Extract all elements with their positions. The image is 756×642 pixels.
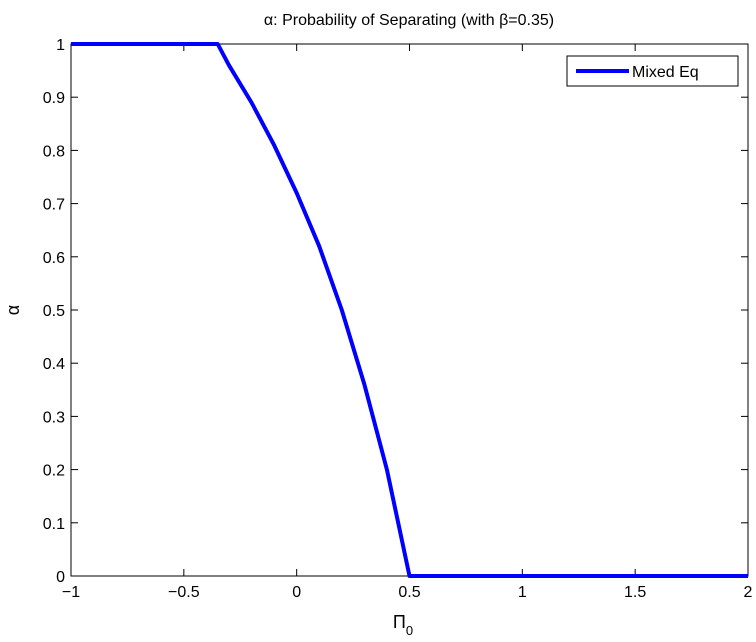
- y-tick-label: 0: [56, 569, 65, 586]
- y-tick-label: 1: [56, 37, 65, 54]
- x-tick-label: 0.5: [398, 584, 420, 601]
- y-axis-label: α: [3, 305, 23, 315]
- x-axis-label-main: Π: [393, 612, 406, 632]
- y-tick-label: 0.1: [43, 516, 65, 533]
- svg-text:α: α: [3, 305, 23, 315]
- y-tick-label: 0.6: [43, 250, 65, 267]
- plot-area: [70, 43, 749, 577]
- y-tick-label: 0.7: [43, 197, 65, 214]
- x-tick-label: −0.5: [168, 584, 200, 601]
- x-axis-label: Π0: [393, 612, 413, 637]
- legend-label: Mixed Eq: [632, 64, 699, 81]
- y-tick-label: 0.4: [43, 356, 65, 373]
- x-axis-label-subscript: 0: [406, 623, 413, 637]
- x-tick-label: −1: [62, 584, 80, 601]
- x-tick-label: 1.5: [624, 584, 646, 601]
- y-tick-label: 0.9: [43, 90, 65, 107]
- x-tick-label: 2: [744, 584, 753, 601]
- chart-title: α: Probability of Separating (with β=0.3…: [264, 12, 554, 29]
- legend: Mixed Eq: [566, 55, 739, 87]
- y-tick-label: 0.8: [43, 143, 65, 160]
- y-tick-label: 0.5: [43, 303, 65, 320]
- x-tick-label: 0: [292, 584, 301, 601]
- y-tick-label: 0.3: [43, 409, 65, 426]
- series-line-mixed-eq: [71, 42, 748, 578]
- y-tick-label: 0.2: [43, 463, 65, 480]
- series-layer: [71, 42, 748, 578]
- x-tick-label: 1: [518, 584, 527, 601]
